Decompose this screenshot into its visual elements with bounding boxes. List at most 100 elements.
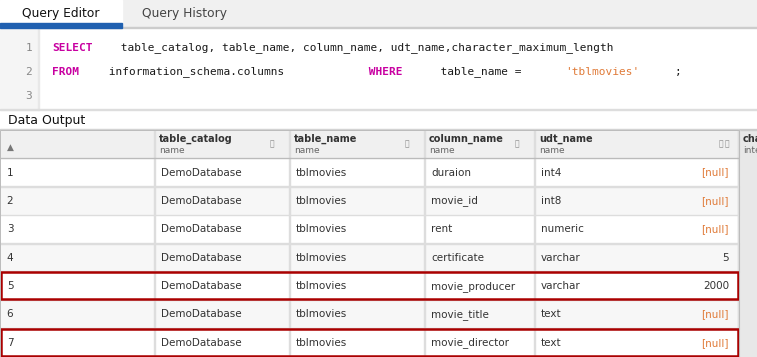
- Bar: [0, 27, 757, 28]
- Text: tblmovies: tblmovies: [296, 310, 347, 320]
- Text: text: text: [541, 310, 562, 320]
- Text: 'tblmovies': 'tblmovies': [565, 67, 639, 77]
- Text: 5: 5: [7, 281, 14, 291]
- Text: int8: int8: [541, 196, 562, 206]
- Bar: [154, 130, 155, 357]
- Text: movie_id: movie_id: [431, 196, 478, 206]
- Text: 1: 1: [25, 43, 32, 53]
- Bar: [0, 300, 739, 329]
- Text: [null]: [null]: [702, 224, 729, 234]
- Text: DemoDatabase: DemoDatabase: [161, 253, 241, 263]
- Bar: [0, 186, 739, 187]
- Text: table_name =: table_name =: [427, 66, 528, 77]
- Text: 🔒: 🔒: [269, 140, 274, 149]
- Bar: [0, 109, 757, 110]
- Bar: [0, 0, 122, 28]
- Text: ;: ;: [675, 67, 682, 77]
- Text: [null]: [null]: [702, 310, 729, 320]
- Text: 🔒: 🔒: [405, 140, 410, 149]
- Text: movie_producer: movie_producer: [431, 281, 515, 292]
- Text: DemoDatabase: DemoDatabase: [161, 196, 241, 206]
- Bar: [0, 272, 739, 300]
- Bar: [38, 28, 39, 110]
- Text: tblmovies: tblmovies: [296, 281, 347, 291]
- Text: 4: 4: [7, 253, 14, 263]
- Text: Query Editor: Query Editor: [22, 7, 100, 20]
- Text: integer: integer: [743, 146, 757, 155]
- Text: tblmovies: tblmovies: [296, 253, 347, 263]
- Bar: [0, 159, 739, 187]
- Text: text: text: [541, 338, 562, 348]
- Bar: [424, 130, 425, 357]
- Text: 🔒: 🔒: [724, 140, 729, 149]
- Text: name: name: [159, 146, 185, 155]
- Text: duraion: duraion: [431, 167, 471, 177]
- Bar: [738, 130, 739, 357]
- Bar: [0, 0, 757, 28]
- Text: DemoDatabase: DemoDatabase: [161, 167, 241, 177]
- Text: table_catalog, table_name, column_name, udt_name,character_maximum_length: table_catalog, table_name, column_name, …: [114, 42, 613, 54]
- Bar: [0, 356, 739, 357]
- Text: name: name: [539, 146, 565, 155]
- Bar: [289, 130, 290, 357]
- Bar: [0, 157, 739, 159]
- Text: SELECT: SELECT: [52, 43, 92, 53]
- Bar: [1, 272, 738, 299]
- Text: table_catalog: table_catalog: [159, 134, 232, 144]
- Text: numeric: numeric: [541, 224, 584, 234]
- Text: DemoDatabase: DemoDatabase: [161, 281, 241, 291]
- Text: varchar: varchar: [541, 253, 581, 263]
- Bar: [738, 130, 739, 357]
- Text: information_schema.columns: information_schema.columns: [102, 66, 284, 77]
- Text: 3: 3: [25, 91, 32, 101]
- Bar: [0, 329, 739, 357]
- Text: tblmovies: tblmovies: [296, 338, 347, 348]
- Bar: [0, 271, 739, 272]
- Bar: [0, 243, 739, 272]
- Text: [null]: [null]: [702, 338, 729, 348]
- Text: name: name: [294, 146, 319, 155]
- Text: table_name: table_name: [294, 134, 357, 144]
- Bar: [534, 130, 535, 357]
- Text: 2: 2: [25, 67, 32, 77]
- Bar: [0, 110, 757, 130]
- Text: ▲: ▲: [7, 142, 14, 151]
- Text: rent: rent: [431, 224, 452, 234]
- Text: tblmovies: tblmovies: [296, 196, 347, 206]
- Text: certificate: certificate: [431, 253, 484, 263]
- Text: FROM: FROM: [52, 67, 79, 77]
- Text: column_name: column_name: [429, 134, 504, 144]
- Text: movie_title: movie_title: [431, 309, 489, 320]
- Text: name: name: [429, 146, 455, 155]
- Text: DemoDatabase: DemoDatabase: [161, 338, 241, 348]
- Text: int4: int4: [541, 167, 562, 177]
- Bar: [0, 130, 739, 159]
- Text: varchar: varchar: [541, 281, 581, 291]
- Text: 🔒: 🔒: [515, 140, 519, 149]
- Bar: [0, 23, 122, 28]
- Text: udt_name: udt_name: [539, 134, 593, 144]
- Text: [null]: [null]: [702, 196, 729, 206]
- Text: character_maximum_length: character_maximum_length: [743, 134, 757, 144]
- Text: movie_director: movie_director: [431, 337, 509, 348]
- Text: DemoDatabase: DemoDatabase: [161, 310, 241, 320]
- Text: tblmovies: tblmovies: [296, 167, 347, 177]
- Text: DemoDatabase: DemoDatabase: [161, 224, 241, 234]
- Text: tblmovies: tblmovies: [296, 224, 347, 234]
- Text: [null]: [null]: [702, 167, 729, 177]
- Text: 2: 2: [7, 196, 14, 206]
- Text: 1: 1: [7, 167, 14, 177]
- Bar: [739, 130, 757, 357]
- Text: 5: 5: [722, 253, 729, 263]
- Text: Data Output: Data Output: [8, 114, 86, 126]
- Bar: [0, 187, 739, 215]
- Text: 6: 6: [7, 310, 14, 320]
- Text: 🔒: 🔒: [718, 140, 723, 149]
- Text: 3: 3: [7, 224, 14, 234]
- Text: Query History: Query History: [142, 7, 228, 20]
- Bar: [0, 28, 38, 110]
- Text: 2000: 2000: [703, 281, 729, 291]
- Bar: [1, 329, 738, 356]
- Text: WHERE: WHERE: [362, 67, 403, 77]
- Bar: [0, 28, 757, 110]
